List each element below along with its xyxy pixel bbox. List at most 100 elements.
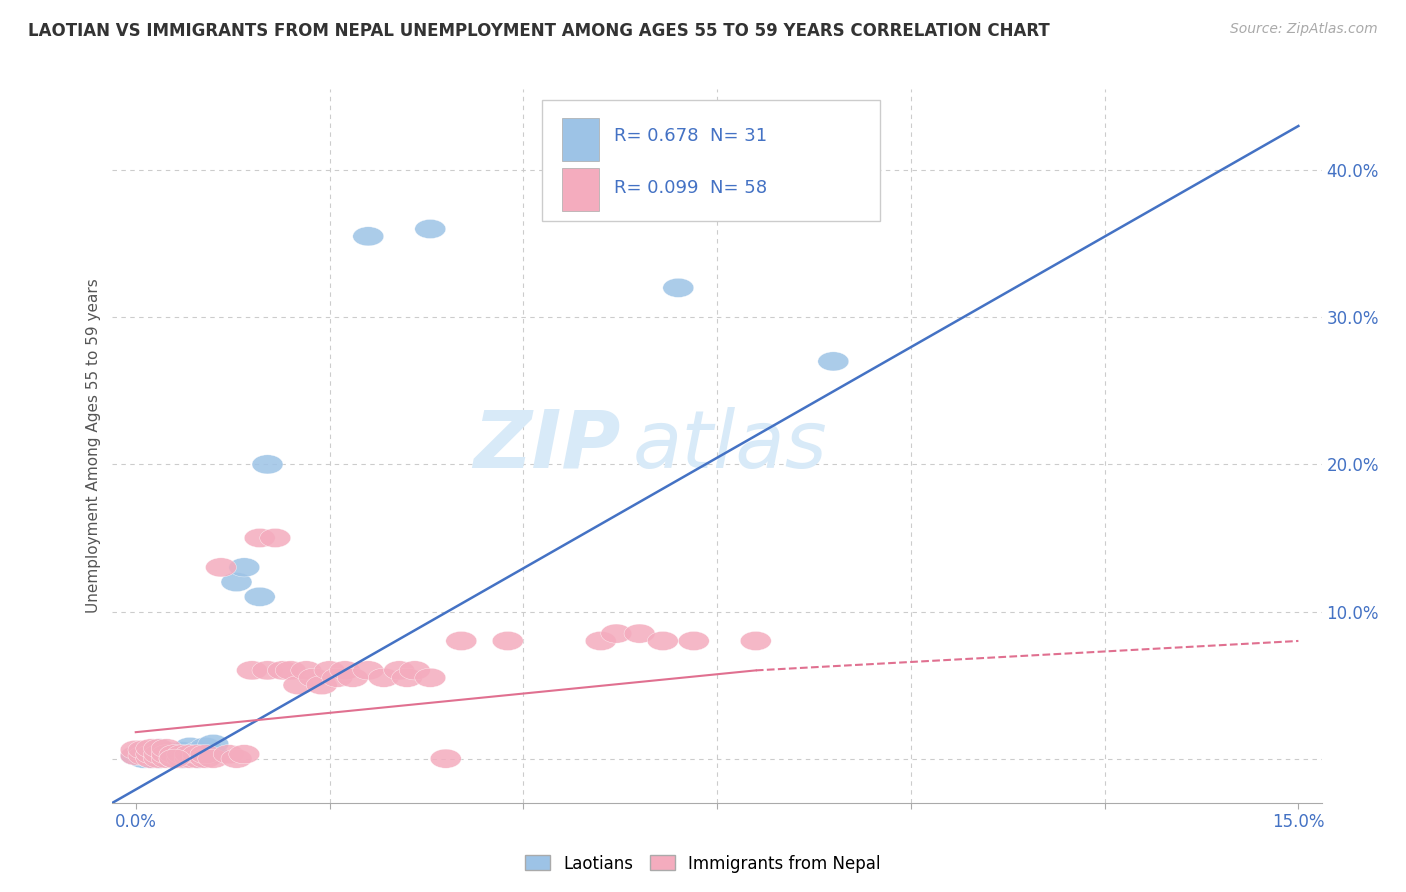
Text: R= 0.099  N= 58: R= 0.099 N= 58 xyxy=(614,178,768,196)
Ellipse shape xyxy=(647,632,678,650)
Ellipse shape xyxy=(143,745,174,764)
Ellipse shape xyxy=(159,749,190,768)
Text: LAOTIAN VS IMMIGRANTS FROM NEPAL UNEMPLOYMENT AMONG AGES 55 TO 59 YEARS CORRELAT: LAOTIAN VS IMMIGRANTS FROM NEPAL UNEMPLO… xyxy=(28,22,1050,40)
Ellipse shape xyxy=(167,749,198,768)
Y-axis label: Unemployment Among Ages 55 to 59 years: Unemployment Among Ages 55 to 59 years xyxy=(86,278,101,614)
Ellipse shape xyxy=(678,632,709,650)
Ellipse shape xyxy=(167,749,198,768)
Ellipse shape xyxy=(260,528,291,548)
Ellipse shape xyxy=(128,746,159,765)
Ellipse shape xyxy=(128,742,159,761)
Ellipse shape xyxy=(322,668,353,688)
Ellipse shape xyxy=(128,740,159,759)
Ellipse shape xyxy=(183,749,214,768)
Ellipse shape xyxy=(236,661,267,680)
Ellipse shape xyxy=(307,675,337,695)
Ellipse shape xyxy=(415,668,446,688)
Text: Source: ZipAtlas.com: Source: ZipAtlas.com xyxy=(1230,22,1378,37)
Ellipse shape xyxy=(183,742,214,761)
Ellipse shape xyxy=(446,632,477,650)
Ellipse shape xyxy=(143,745,174,764)
Ellipse shape xyxy=(136,742,167,761)
Ellipse shape xyxy=(136,749,167,768)
Ellipse shape xyxy=(221,749,252,768)
Ellipse shape xyxy=(624,624,655,643)
Ellipse shape xyxy=(159,749,190,768)
Ellipse shape xyxy=(585,632,616,650)
Ellipse shape xyxy=(283,675,314,695)
Ellipse shape xyxy=(391,668,423,688)
Ellipse shape xyxy=(337,668,368,688)
Ellipse shape xyxy=(314,661,344,680)
Ellipse shape xyxy=(205,558,236,577)
Text: ZIP: ZIP xyxy=(472,407,620,485)
Ellipse shape xyxy=(415,219,446,238)
Ellipse shape xyxy=(143,749,174,768)
Ellipse shape xyxy=(143,749,174,768)
Ellipse shape xyxy=(143,739,174,758)
Ellipse shape xyxy=(152,746,183,765)
Ellipse shape xyxy=(245,528,276,548)
Ellipse shape xyxy=(329,661,360,680)
Ellipse shape xyxy=(662,278,693,297)
Ellipse shape xyxy=(741,632,772,650)
Ellipse shape xyxy=(143,739,174,758)
Ellipse shape xyxy=(152,745,183,764)
Ellipse shape xyxy=(252,661,283,680)
Ellipse shape xyxy=(152,749,183,768)
Ellipse shape xyxy=(136,746,167,765)
Ellipse shape xyxy=(121,746,152,765)
Bar xyxy=(562,118,599,161)
FancyBboxPatch shape xyxy=(541,100,880,221)
Ellipse shape xyxy=(174,738,205,756)
Ellipse shape xyxy=(190,745,221,764)
Ellipse shape xyxy=(267,661,298,680)
Ellipse shape xyxy=(121,740,152,759)
Ellipse shape xyxy=(214,745,245,764)
Ellipse shape xyxy=(229,745,260,764)
Ellipse shape xyxy=(183,745,214,764)
Ellipse shape xyxy=(600,624,631,643)
Ellipse shape xyxy=(152,742,183,761)
Legend: Laotians, Immigrants from Nepal: Laotians, Immigrants from Nepal xyxy=(519,848,887,880)
Ellipse shape xyxy=(399,661,430,680)
Ellipse shape xyxy=(121,746,152,765)
Ellipse shape xyxy=(198,734,229,754)
Text: atlas: atlas xyxy=(633,407,827,485)
Ellipse shape xyxy=(245,587,276,607)
Ellipse shape xyxy=(167,745,198,764)
Ellipse shape xyxy=(291,661,322,680)
Ellipse shape xyxy=(276,661,307,680)
Ellipse shape xyxy=(221,573,252,591)
Ellipse shape xyxy=(159,749,190,768)
Ellipse shape xyxy=(229,558,260,577)
Ellipse shape xyxy=(368,668,399,688)
Ellipse shape xyxy=(818,351,849,371)
Ellipse shape xyxy=(174,746,205,765)
Ellipse shape xyxy=(128,749,159,768)
Ellipse shape xyxy=(252,455,283,474)
Ellipse shape xyxy=(136,739,167,758)
Ellipse shape xyxy=(384,661,415,680)
Ellipse shape xyxy=(353,661,384,680)
Ellipse shape xyxy=(136,749,167,768)
Ellipse shape xyxy=(136,745,167,764)
Ellipse shape xyxy=(174,749,205,768)
Ellipse shape xyxy=(492,632,523,650)
Ellipse shape xyxy=(183,749,214,768)
Ellipse shape xyxy=(298,668,329,688)
Text: R= 0.678  N= 31: R= 0.678 N= 31 xyxy=(614,127,768,145)
Ellipse shape xyxy=(159,746,190,765)
Ellipse shape xyxy=(152,739,183,758)
Ellipse shape xyxy=(198,745,229,764)
Bar xyxy=(562,168,599,211)
Ellipse shape xyxy=(190,738,221,756)
Ellipse shape xyxy=(430,749,461,768)
Ellipse shape xyxy=(143,749,174,768)
Ellipse shape xyxy=(174,745,205,764)
Ellipse shape xyxy=(353,227,384,246)
Ellipse shape xyxy=(167,742,198,761)
Ellipse shape xyxy=(190,749,221,768)
Ellipse shape xyxy=(159,745,190,764)
Ellipse shape xyxy=(198,749,229,768)
